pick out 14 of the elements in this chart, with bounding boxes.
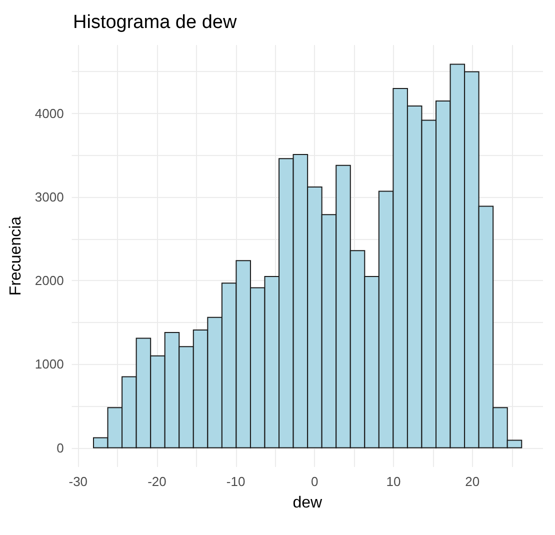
x-tick-label: -10 bbox=[226, 474, 246, 489]
y-tick-label: 3000 bbox=[34, 190, 64, 205]
y-tick-label: 1000 bbox=[34, 356, 64, 372]
y-tick-label: 4000 bbox=[34, 106, 64, 122]
y-tick-label: 2000 bbox=[34, 273, 64, 288]
y-axis-title: Frecuencia bbox=[8, 216, 24, 296]
x-tick-label: -30 bbox=[68, 474, 88, 489]
x-axis-title: dew bbox=[292, 494, 323, 512]
x-tick-label: 10 bbox=[386, 474, 401, 489]
chart-title: Histograma de dew bbox=[73, 12, 237, 33]
x-tick-label: 20 bbox=[465, 474, 480, 489]
x-tick-label: -20 bbox=[148, 474, 166, 489]
x-tick-label: 0 bbox=[311, 474, 318, 489]
y-tick-label: 0 bbox=[56, 440, 64, 456]
